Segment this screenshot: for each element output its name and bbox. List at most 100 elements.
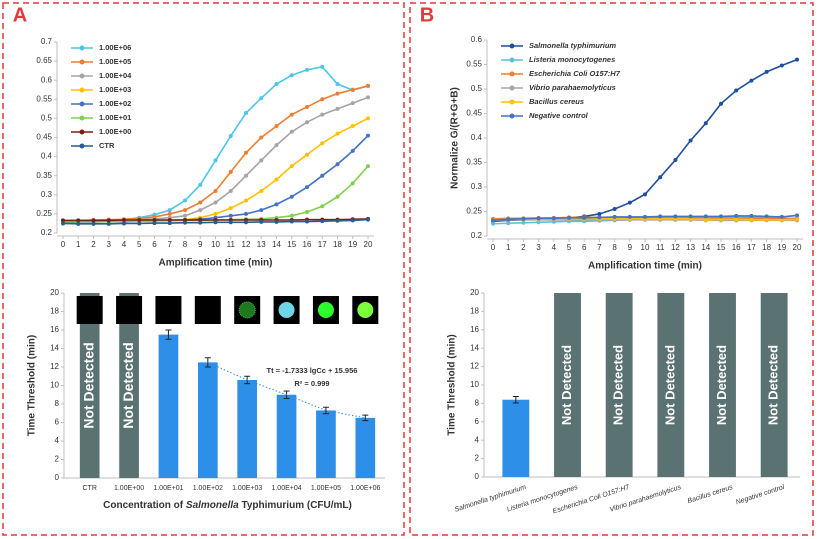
data-point <box>137 221 142 226</box>
data-point <box>305 152 309 157</box>
x-tick-label: 19 <box>348 240 357 249</box>
x-tick-label: 11 <box>656 243 665 252</box>
data-point <box>506 221 511 226</box>
y-tick-label: 6 <box>475 417 480 426</box>
data-point <box>320 112 325 117</box>
data-point <box>366 116 370 121</box>
legend-marker <box>509 113 515 119</box>
y-tick-label: 0.35 <box>466 158 482 167</box>
data-point <box>259 96 264 101</box>
x-tick-label: 10 <box>641 243 650 252</box>
data-point <box>213 211 218 216</box>
data-point <box>320 64 325 69</box>
data-point <box>673 158 678 163</box>
y-tick-label: 0.45 <box>466 109 482 118</box>
legend-marker <box>79 115 85 121</box>
x-tick-label: 10 <box>211 240 220 249</box>
data-point <box>521 216 526 221</box>
x-tick-label: 8 <box>183 240 188 249</box>
x-axis-title: Amplification time (min) <box>588 261 702 272</box>
y-tick-label: 0.6 <box>471 35 483 44</box>
y-tick-label: 0.65 <box>36 56 52 65</box>
y-tick-label: 8 <box>55 399 60 408</box>
data-point <box>228 220 233 225</box>
photo <box>76 296 103 324</box>
data-point <box>320 97 325 102</box>
legend-label: Listeria monocytogenes <box>529 55 615 64</box>
x-tick-label: 2 <box>91 240 96 249</box>
x-tick-label: 4 <box>122 240 127 249</box>
x-tick-label: 6 <box>582 243 587 252</box>
data-point <box>183 198 187 203</box>
data-point <box>612 207 617 212</box>
data-point <box>152 221 157 226</box>
value-label: Not Detected <box>559 345 574 425</box>
bar <box>657 293 685 477</box>
x-tick-label: 15 <box>287 240 296 249</box>
y-tick-label: 4 <box>55 436 60 445</box>
data-point <box>228 169 233 174</box>
legend-marker <box>79 59 85 65</box>
data-point <box>335 82 340 87</box>
y-tick-label: 2 <box>475 454 480 463</box>
data-point <box>244 111 248 116</box>
x-tick-label: 5 <box>137 240 142 249</box>
photo <box>194 296 221 324</box>
y-tick-label: 0.55 <box>36 94 52 103</box>
legend-marker <box>79 143 85 149</box>
data-point <box>779 217 784 222</box>
legend-marker <box>509 99 515 105</box>
x-axis-title: Amplification time (min) <box>159 258 273 269</box>
data-point <box>228 188 233 193</box>
photo-spot <box>317 302 334 318</box>
y-tick-label: 14 <box>50 344 59 353</box>
bar <box>197 362 218 478</box>
bar <box>502 399 530 477</box>
x-tick-label: 15 <box>717 243 726 252</box>
annotation: Tt = -1.7333 lgCc + 15.956 <box>267 366 358 375</box>
legend-label: Escherichia Coli O157:H7 <box>529 69 621 78</box>
data-point <box>289 213 294 218</box>
legend-label: 1.00E+02 <box>99 99 131 108</box>
data-point <box>350 148 355 153</box>
data-point <box>61 221 65 226</box>
data-point <box>274 124 279 129</box>
value-label: Not Detected <box>766 345 781 425</box>
data-point <box>76 221 81 226</box>
data-point <box>627 200 632 205</box>
data-point <box>366 217 370 222</box>
y-axis-title: Normalize G/(R+G+B) <box>450 87 461 189</box>
legend-label: 1.00E+04 <box>99 71 132 80</box>
data-point <box>643 214 647 219</box>
x-tick-label: 0 <box>61 240 66 249</box>
data-point <box>106 218 111 223</box>
data-point <box>167 208 172 213</box>
x-axis-title: Concentration of Salmonella Typhimurium … <box>103 500 352 511</box>
x-tick-label: CTR <box>82 485 96 492</box>
data-point <box>259 188 264 193</box>
y-tick-label: 0.25 <box>466 207 482 216</box>
legend-label: Salmonella typhimurium <box>529 41 616 50</box>
x-tick-label: 3 <box>107 240 112 249</box>
bar <box>316 410 336 478</box>
data-point <box>305 120 309 125</box>
y-tick-label: 0.2 <box>471 231 483 240</box>
x-tick-label: 18 <box>762 243 771 252</box>
data-point <box>612 214 617 219</box>
data-point <box>673 214 678 219</box>
y-tick-label: 2 <box>55 455 60 464</box>
x-axis-title-part: Salmonella <box>186 500 239 511</box>
data-point <box>658 175 663 180</box>
y-tick-label: 10 <box>470 380 479 389</box>
data-point <box>198 200 203 205</box>
legend-label: Negative control <box>529 111 589 120</box>
y-axis-title: Time Threshold (min) <box>27 335 38 437</box>
value-label: Not Detected <box>120 342 136 428</box>
y-tick-label: 0.2 <box>41 228 53 237</box>
x-tick-label: 14 <box>272 240 281 249</box>
y-tick-label: 10 <box>50 381 59 390</box>
data-point <box>795 213 799 218</box>
data-point <box>597 215 602 220</box>
data-point <box>183 213 187 218</box>
bar <box>276 394 297 478</box>
